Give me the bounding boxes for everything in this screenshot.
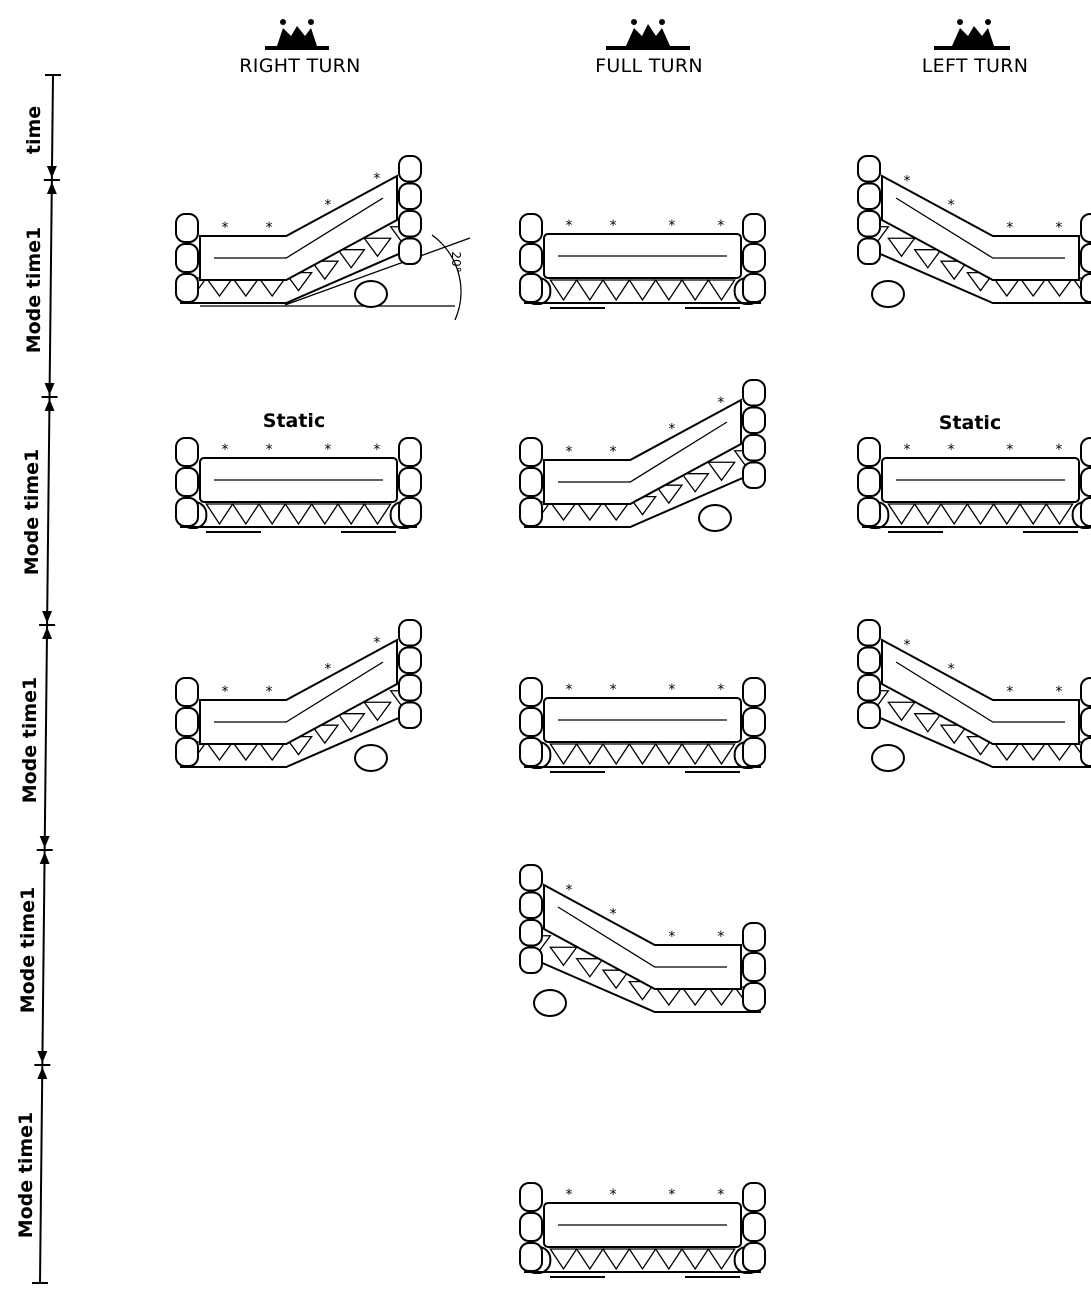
svg-text:*: * — [566, 1187, 573, 1203]
svg-text:*: * — [948, 197, 955, 213]
timeline-arrow — [37, 1051, 48, 1063]
svg-text:*: * — [566, 218, 573, 234]
svg-text:*: * — [373, 171, 380, 187]
timeline-label-mode-2: Mode time1 — [21, 449, 43, 576]
svg-text:*: * — [1006, 220, 1013, 236]
svg-text:*: * — [324, 442, 331, 458]
svg-text:*: * — [1055, 684, 1062, 700]
column-header-full-turn: FULL TURN — [595, 55, 703, 77]
svg-text:*: * — [904, 174, 911, 190]
svg-text:*: * — [266, 220, 273, 236]
mattress-right-tilt-right: * * * * — [175, 155, 422, 308]
mattress-full-flat: * * * * — [519, 1182, 766, 1278]
svg-text:*: * — [610, 1187, 617, 1203]
svg-text:*: * — [904, 638, 911, 654]
mattress-right-tilt-right: * * * * — [175, 619, 422, 772]
svg-text:*: * — [1006, 684, 1013, 700]
timeline-axis — [32, 74, 61, 1284]
svg-text:*: * — [266, 442, 273, 458]
tilt-angle-label: 20° — [449, 251, 463, 272]
svg-text:*: * — [566, 682, 573, 698]
svg-text:*: * — [610, 906, 617, 922]
svg-text:*: * — [717, 218, 724, 234]
timeline-arrow — [39, 836, 50, 848]
mattress-full-flat: * * * * — [519, 677, 766, 773]
svg-text:*: * — [610, 218, 617, 234]
svg-text:*: * — [717, 682, 724, 698]
column-header-right-turn: RIGHT TURN — [239, 55, 360, 77]
svg-text:*: * — [566, 444, 573, 460]
svg-text:*: * — [324, 661, 331, 677]
svg-text:*: * — [1006, 442, 1013, 458]
svg-text:*: * — [222, 220, 229, 236]
raft-icon-left — [934, 19, 1010, 50]
svg-text:*: * — [373, 442, 380, 458]
timeline-arrow — [42, 611, 53, 623]
svg-text:*: * — [222, 442, 229, 458]
svg-text:*: * — [373, 635, 380, 651]
timeline-label-mode-3: Mode time1 — [19, 677, 41, 804]
svg-text:*: * — [904, 442, 911, 458]
mattress-grid: * **** * * **** ** * * * * **** * * ** **** * * **** **** *… — [175, 155, 1091, 1278]
svg-text:*: * — [668, 682, 675, 698]
mattress-left-tilt-left: * * * * — [857, 155, 1091, 308]
svg-text:*: * — [566, 883, 573, 899]
svg-text:*: * — [717, 929, 724, 945]
mattress-left-flat: * * * * — [857, 437, 1091, 533]
mattress-full-tilt-left: * * * * — [519, 864, 766, 1017]
timeline-arrow — [37, 1067, 48, 1079]
svg-text:*: * — [610, 444, 617, 460]
svg-text:*: * — [324, 197, 331, 213]
timeline-arrow — [39, 852, 50, 864]
svg-text:*: * — [610, 682, 617, 698]
mattress-right-flat: * * * * — [175, 437, 422, 533]
mattress-left-tilt-left: * * * * — [857, 619, 1091, 772]
svg-text:*: * — [266, 684, 273, 700]
svg-text:*: * — [1055, 220, 1062, 236]
svg-text:*: * — [948, 442, 955, 458]
svg-text:*: * — [948, 661, 955, 677]
svg-text:*: * — [717, 395, 724, 411]
timeline-arrow — [44, 383, 55, 395]
raft-icon-full — [606, 19, 690, 50]
svg-text:*: * — [222, 684, 229, 700]
tilt-angle-indicator: 20° — [200, 234, 471, 321]
svg-text:*: * — [668, 218, 675, 234]
timeline-label-time: time — [23, 106, 45, 154]
mattress-full-flat: * * * * — [519, 213, 766, 309]
timeline-label-mode-5: Mode time1 — [15, 1112, 37, 1239]
svg-text:*: * — [668, 421, 675, 437]
static-label-right: Static — [263, 410, 325, 432]
mattress-full-tilt-right: * * * * — [519, 379, 766, 532]
svg-text:*: * — [717, 1187, 724, 1203]
timeline-label-mode-1: Mode time1 — [23, 227, 45, 354]
svg-text:*: * — [668, 1187, 675, 1203]
svg-text:*: * — [1055, 442, 1062, 458]
svg-text:*: * — [668, 929, 675, 945]
timeline-arrow — [44, 399, 55, 411]
timeline-arrow — [42, 627, 53, 639]
raft-icon-right — [265, 19, 329, 50]
timeline-label-mode-4: Mode time1 — [17, 887, 39, 1014]
static-label-left: Static — [939, 412, 1001, 434]
column-header-left-turn: LEFT TURN — [922, 55, 1028, 77]
timeline-arrow — [46, 182, 57, 194]
timeline-arrow — [46, 166, 57, 178]
